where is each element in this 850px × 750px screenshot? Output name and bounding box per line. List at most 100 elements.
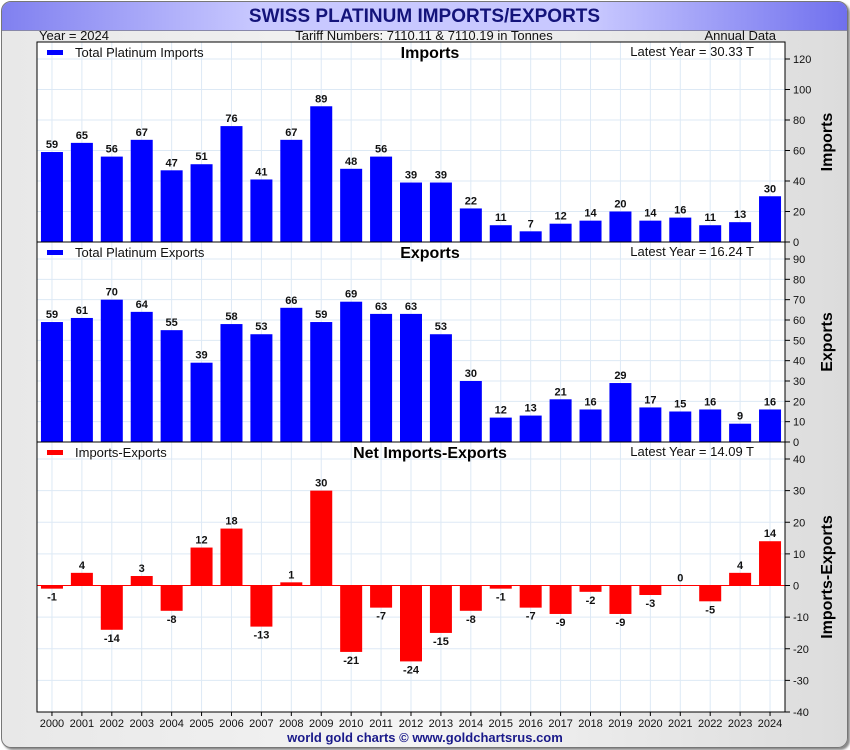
bar-2001 xyxy=(70,142,93,242)
bar-2013 xyxy=(429,182,452,242)
data-label: -1 xyxy=(47,592,57,604)
bar-2005 xyxy=(190,547,213,586)
legend-label: Total Platinum Exports xyxy=(75,245,205,260)
data-label: 13 xyxy=(734,209,746,221)
data-label: 9 xyxy=(737,411,743,423)
data-label: 39 xyxy=(405,170,417,182)
x-tick-label: 2006 xyxy=(219,718,243,730)
panel-title: Exports xyxy=(400,245,460,262)
data-label: 67 xyxy=(285,127,297,139)
bar-2009 xyxy=(310,106,333,243)
data-label: -1 xyxy=(496,592,506,604)
data-label: -2 xyxy=(586,595,596,607)
y-axis-title: Imports xyxy=(819,113,836,172)
x-tick-label: 2017 xyxy=(548,718,572,730)
bar-2024 xyxy=(759,196,782,242)
bar-2021 xyxy=(669,217,692,242)
x-tick-label: 2007 xyxy=(249,718,273,730)
y-tick-label: 40 xyxy=(793,176,805,188)
data-label: 14 xyxy=(644,208,657,220)
y-tick-label: 80 xyxy=(793,115,805,127)
bar-2007 xyxy=(250,585,273,627)
data-label: 16 xyxy=(764,396,776,408)
data-label: 63 xyxy=(375,301,387,313)
data-label: -3 xyxy=(645,598,655,610)
bar-2007 xyxy=(250,179,273,242)
bar-2011 xyxy=(370,585,393,608)
bar-2017 xyxy=(549,585,572,614)
bar-2009 xyxy=(310,322,333,442)
title-bar: SWISS PLATINUM IMPORTS/EXPORTS xyxy=(2,2,847,31)
data-label: -8 xyxy=(466,614,476,626)
data-label: 16 xyxy=(704,396,716,408)
bar-2013 xyxy=(429,334,452,442)
x-tick-label: 2018 xyxy=(578,718,602,730)
x-tick-label: 2020 xyxy=(638,718,662,730)
bar-2007 xyxy=(250,334,273,442)
data-label: 51 xyxy=(195,151,207,163)
data-label: 14 xyxy=(584,208,597,220)
bar-2018 xyxy=(579,409,602,442)
latest-year-label: Latest Year = 30.33 T xyxy=(630,44,754,59)
y-tick-label: 10 xyxy=(793,417,805,429)
bar-2004 xyxy=(160,170,183,242)
bar-2010 xyxy=(340,585,363,652)
bar-2019 xyxy=(609,383,632,442)
bar-2014 xyxy=(459,381,482,442)
data-label: -13 xyxy=(253,630,269,642)
bar-2006 xyxy=(220,324,243,442)
data-label: 65 xyxy=(76,130,88,142)
bar-2002 xyxy=(100,156,123,242)
data-label: 56 xyxy=(106,144,118,156)
data-label: 17 xyxy=(644,394,656,406)
y-tick-label: 30 xyxy=(793,486,805,498)
y-tick-label: 0 xyxy=(793,437,799,449)
frequency-label: Annual Data xyxy=(704,28,776,43)
data-label: 89 xyxy=(315,93,327,105)
x-tick-label: 2016 xyxy=(518,718,542,730)
data-label: 59 xyxy=(46,139,58,151)
bar-2012 xyxy=(400,313,422,442)
data-label: -14 xyxy=(104,633,121,645)
x-tick-label: 2000 xyxy=(40,718,64,730)
bar-2004 xyxy=(160,330,183,442)
bar-2020 xyxy=(639,407,662,442)
legend-label: Total Platinum Imports xyxy=(75,45,204,60)
y-tick-label: 120 xyxy=(793,54,811,66)
data-label: 61 xyxy=(76,305,88,317)
bar-2021 xyxy=(669,411,692,442)
y-tick-label: 0 xyxy=(793,237,799,249)
x-tick-label: 2022 xyxy=(698,718,722,730)
bar-2018 xyxy=(579,220,602,242)
data-label: -15 xyxy=(433,636,449,648)
bar-2005 xyxy=(190,362,213,442)
y-tick-label: -40 xyxy=(793,707,809,719)
y-tick-label: 80 xyxy=(793,274,805,286)
data-label: 13 xyxy=(525,403,537,415)
bar-2002 xyxy=(100,299,123,442)
bar-2017 xyxy=(549,223,572,242)
bar-2015 xyxy=(489,585,512,589)
bar-2019 xyxy=(609,211,632,242)
x-tick-label: 2011 xyxy=(369,718,393,730)
y-tick-label: 30 xyxy=(793,376,805,388)
x-tick-label: 2013 xyxy=(429,718,453,730)
data-label: 30 xyxy=(764,183,776,195)
bar-2001 xyxy=(70,317,93,442)
y-tick-label: 50 xyxy=(793,335,805,347)
bar-2008 xyxy=(280,139,303,242)
data-label: 14 xyxy=(764,528,777,540)
data-label: 30 xyxy=(315,478,327,490)
y-tick-label: 20 xyxy=(793,207,805,219)
data-label: 11 xyxy=(704,212,716,224)
x-tick-label: 2014 xyxy=(459,718,483,730)
y-tick-label: -20 xyxy=(793,644,809,656)
legend-swatch xyxy=(47,50,63,55)
x-tick-label: 2008 xyxy=(279,718,303,730)
y-tick-label: 60 xyxy=(793,315,805,327)
bar-2023 xyxy=(729,423,752,442)
data-label: 64 xyxy=(136,299,149,311)
x-tick-label: 2015 xyxy=(489,718,513,730)
chart-title: SWISS PLATINUM IMPORTS/EXPORTS xyxy=(248,6,601,27)
data-label: 67 xyxy=(136,127,148,139)
